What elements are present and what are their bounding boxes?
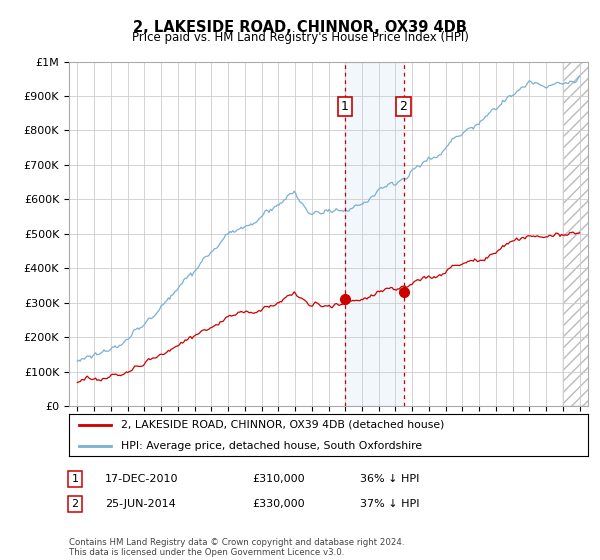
- Text: Price paid vs. HM Land Registry's House Price Index (HPI): Price paid vs. HM Land Registry's House …: [131, 31, 469, 44]
- Text: 1: 1: [341, 100, 349, 113]
- Text: 17-DEC-2010: 17-DEC-2010: [105, 474, 179, 484]
- Text: 37% ↓ HPI: 37% ↓ HPI: [360, 499, 419, 509]
- Bar: [344, 62, 404, 406]
- Text: 2: 2: [71, 499, 79, 509]
- Text: 2, LAKESIDE ROAD, CHINNOR, OX39 4DB: 2, LAKESIDE ROAD, CHINNOR, OX39 4DB: [133, 20, 467, 35]
- Text: HPI: Average price, detached house, South Oxfordshire: HPI: Average price, detached house, Sout…: [121, 441, 422, 451]
- Text: 1: 1: [71, 474, 79, 484]
- Text: 36% ↓ HPI: 36% ↓ HPI: [360, 474, 419, 484]
- Text: £310,000: £310,000: [252, 474, 305, 484]
- Text: 25-JUN-2014: 25-JUN-2014: [105, 499, 176, 509]
- Text: 2, LAKESIDE ROAD, CHINNOR, OX39 4DB (detached house): 2, LAKESIDE ROAD, CHINNOR, OX39 4DB (det…: [121, 420, 444, 430]
- Text: Contains HM Land Registry data © Crown copyright and database right 2024.
This d: Contains HM Land Registry data © Crown c…: [69, 538, 404, 557]
- Text: £330,000: £330,000: [252, 499, 305, 509]
- Text: 2: 2: [400, 100, 407, 113]
